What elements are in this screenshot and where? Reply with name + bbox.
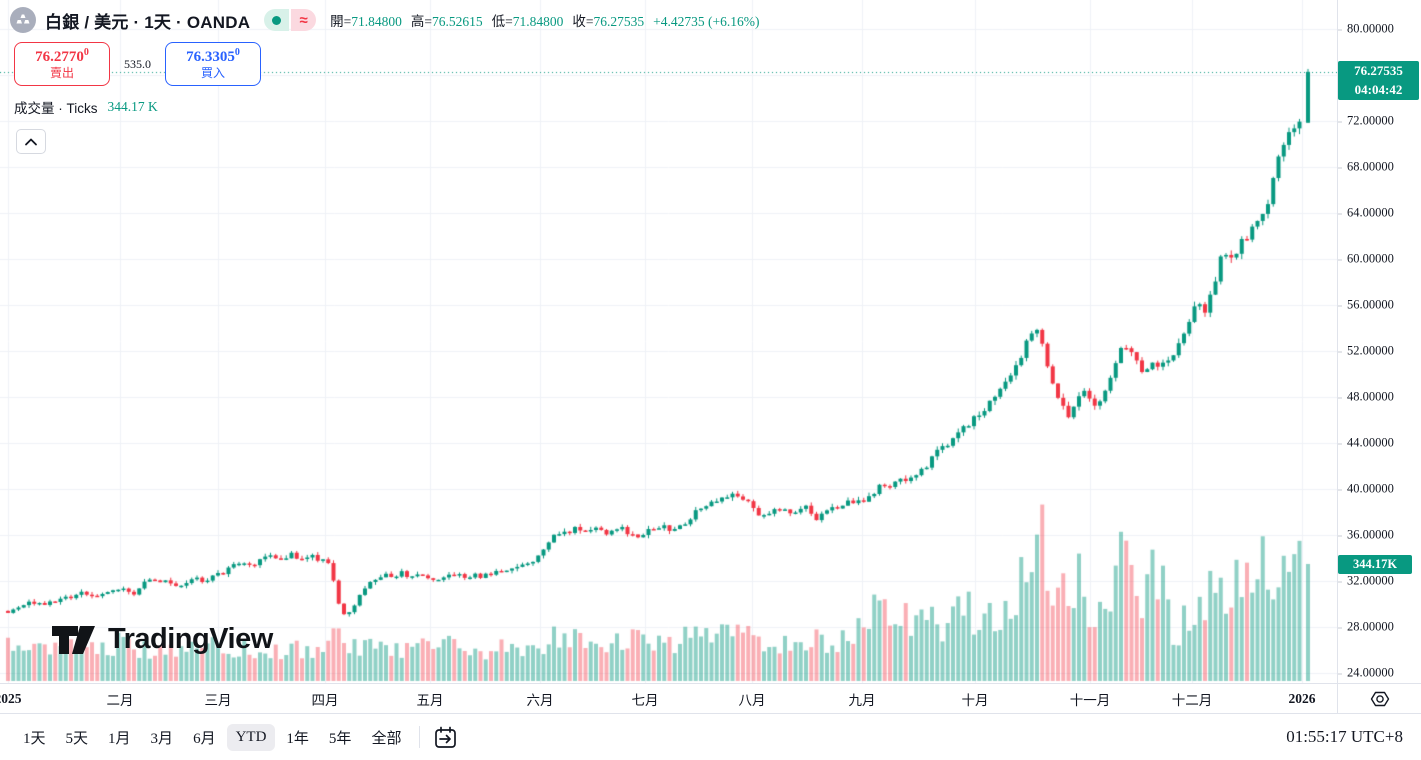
collapse-legend-button[interactable] — [16, 129, 46, 154]
chart-area[interactable]: 白銀 / 美元 · 1天 · OANDA ≈ 開=71.84800 高=76.52… — [0, 0, 1337, 683]
bar-countdown: 04:04:42 — [1354, 82, 1403, 97]
open-label: 開= — [330, 14, 352, 29]
candlestick-volume-canvas[interactable] — [0, 0, 1337, 683]
high-value: 76.52615 — [432, 14, 483, 29]
go-to-date-button[interactable] — [429, 721, 461, 753]
price-tick-label: 24.00000 — [1338, 666, 1421, 681]
low-label: 低= — [491, 14, 513, 29]
time-axis[interactable]: 2025 二月 三月 四月 五月 六月 七月 八月 九月 十月 十一月 十二月 2026 — [0, 683, 1337, 713]
current-price-value: 76.27535 — [1354, 63, 1403, 78]
price-tick-label: 32.00000 — [1338, 574, 1421, 589]
time-axis-label: 十月 — [961, 692, 989, 708]
time-axis-label: 2025 — [0, 690, 22, 706]
buy-price-sup: 0 — [234, 47, 240, 59]
close-value: 76.27535 — [593, 14, 645, 29]
chart-legend: 白銀 / 美元 · 1天 · OANDA ≈ 開=71.84800 高=76.52… — [10, 6, 760, 154]
symbol-row: 白銀 / 美元 · 1天 · OANDA ≈ 開=71.84800 高=76.52… — [10, 6, 760, 34]
price-tick-label: 80.00000 — [1338, 22, 1421, 37]
tradingview-watermark: TradingView — [52, 620, 273, 658]
watermark-brand-text: TradingView — [108, 622, 273, 655]
market-status-pills: ≈ — [264, 9, 317, 31]
volume-legend-label[interactable]: 成交量 · Ticks — [14, 101, 98, 116]
range-button-1月[interactable]: 1月 — [108, 730, 131, 747]
volume-legend-row: 成交量 · Ticks 344.17 K — [14, 97, 760, 117]
range-button-全部[interactable]: 全部 — [371, 730, 402, 747]
price-tick-label: 56.00000 — [1338, 298, 1421, 313]
spread-value: 535.0 — [124, 56, 151, 71]
price-tick-label: 36.00000 — [1338, 528, 1421, 543]
price-tick-label: 44.00000 — [1338, 436, 1421, 451]
price-tick-label: 60.00000 — [1338, 252, 1421, 267]
range-button-1年[interactable]: 1年 — [286, 730, 309, 747]
buy-label: 買入 — [200, 65, 225, 80]
range-selector: 1天 5天 1月 3月 6月 YTD 1年 5年 全部 — [14, 721, 461, 753]
range-button-6月[interactable]: 6月 — [193, 730, 216, 747]
price-tick-label: 68.00000 — [1338, 160, 1421, 175]
sell-price-sup: 0 — [83, 47, 89, 59]
bottom-toolbar: 1天 5天 1月 3月 6月 YTD 1年 5年 全部 01:55:17 UTC+8 — [0, 713, 1421, 760]
symbol-title[interactable]: 白銀 / 美元 · 1天 · OANDA — [45, 12, 251, 32]
toolbar-separator — [419, 726, 421, 748]
price-tick-label: 72.00000 — [1338, 114, 1421, 129]
close-label: 收= — [572, 14, 594, 29]
price-tick-label: 40.00000 — [1338, 482, 1421, 497]
buy-price: 76.3305 — [186, 49, 235, 66]
range-button-1天[interactable]: 1天 — [23, 730, 46, 747]
range-button-5年[interactable]: 5年 — [328, 730, 352, 747]
open-value: 71.84800 — [351, 14, 402, 29]
sell-price: 76.2770 — [35, 49, 84, 66]
calendar-go-to-icon — [435, 726, 456, 748]
low-value: 71.84800 — [512, 14, 564, 29]
current-price-label: 76.27535 04:04:42 — [1338, 61, 1419, 100]
tradingview-logo-icon — [52, 626, 95, 654]
clock-utc[interactable]: 01:55:17 UTC+8 — [1286, 727, 1403, 746]
time-axis-label: 三月 — [204, 692, 232, 708]
buy-button[interactable]: 76.33050 買入 — [165, 42, 261, 86]
range-button-YTD[interactable]: YTD — [226, 723, 276, 751]
sell-label: 賣出 — [49, 65, 74, 80]
time-axis-label: 十二月 — [1171, 692, 1213, 708]
time-axis-label: 七月 — [631, 692, 659, 708]
market-open-dot-icon — [272, 15, 282, 25]
time-axis-label: 九月 — [848, 692, 876, 708]
time-axis-label: 五月 — [416, 692, 444, 708]
time-axis-label: 八月 — [738, 692, 766, 708]
price-tick-label: 52.00000 — [1338, 344, 1421, 359]
price-axis[interactable]: 80.0000076.0000072.0000068.0000064.00000… — [1337, 0, 1421, 683]
volume-axis-label: 344.17K — [1338, 555, 1412, 574]
range-button-5天[interactable]: 5天 — [65, 730, 89, 747]
market-open-pill[interactable] — [264, 9, 290, 31]
time-axis-label: 六月 — [526, 692, 554, 708]
volume-legend-value: 344.17 K — [107, 99, 158, 114]
range-button-3月[interactable]: 3月 — [150, 730, 174, 747]
time-axis-label: 四月 — [311, 692, 339, 708]
ohlc-values: 開=71.84800 高=76.52615 低=71.84800 收=76.27535… — [330, 10, 759, 30]
change-value: +4.42735 (+6.16%) — [653, 14, 760, 29]
approx-price-pill[interactable]: ≈ — [291, 9, 317, 31]
price-tick-label: 48.00000 — [1338, 390, 1421, 405]
trade-buttons-row: 76.27700 賣出 535.0 76.33050 買入 — [14, 42, 760, 86]
sell-button[interactable]: 76.27700 賣出 — [14, 42, 110, 86]
silver-ingots-icon — [10, 7, 36, 33]
price-tick-label: 64.00000 — [1338, 206, 1421, 221]
axis-settings-corner[interactable] — [1337, 683, 1421, 713]
chevron-up-icon — [25, 138, 37, 145]
price-scale-settings-icon — [1370, 691, 1389, 706]
approx-icon: ≈ — [299, 11, 308, 29]
time-axis-label: 2026 — [1288, 690, 1316, 706]
time-axis-label: 十一月 — [1069, 692, 1111, 708]
high-label: 高= — [410, 14, 433, 29]
price-tick-label: 28.00000 — [1338, 620, 1421, 635]
time-axis-label: 二月 — [106, 692, 134, 708]
